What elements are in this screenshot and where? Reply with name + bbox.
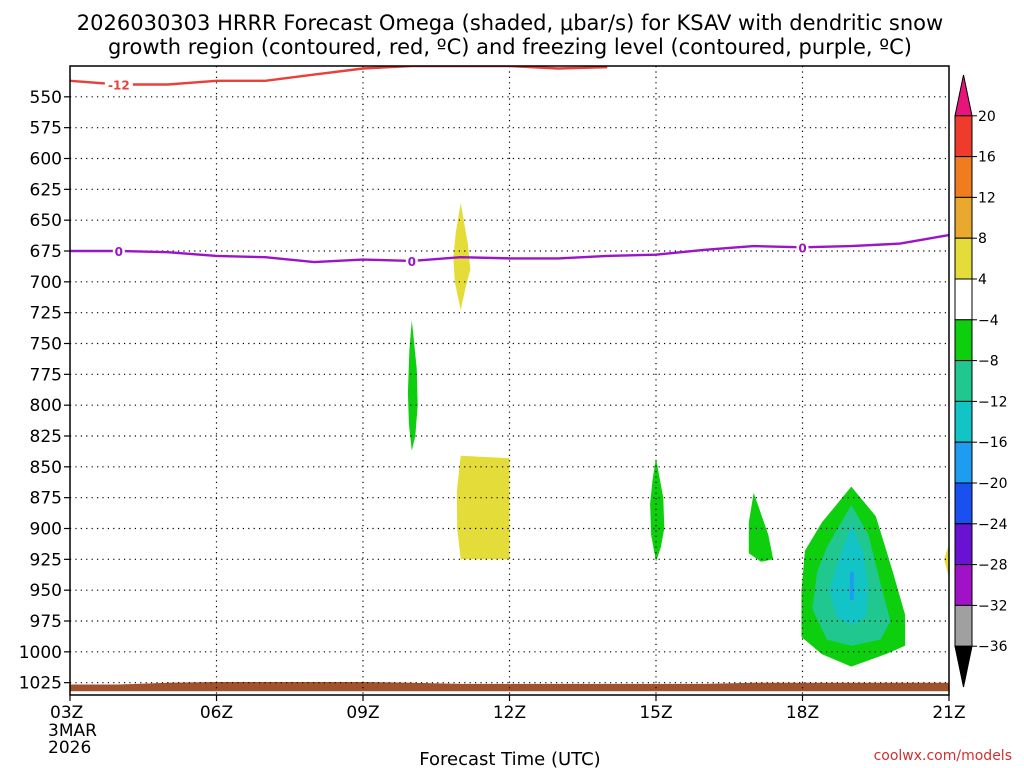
colorbar-segment (954, 523, 973, 566)
colorbar-tick-label: 12 (978, 190, 996, 206)
contour-label: 0 (408, 255, 416, 269)
omega-region-8 (849, 571, 854, 600)
x-tick-label: 21Z (932, 703, 965, 723)
x-tick-date: 3MAR (48, 721, 97, 741)
y-tick-label: 900 (30, 520, 62, 540)
omega-region-4 (748, 492, 774, 562)
y-tick-label: 975 (30, 612, 62, 632)
colorbar-segment (954, 278, 973, 321)
x-tick-label: 06Z (200, 703, 233, 723)
y-tick-label: 825 (30, 427, 62, 447)
omega-region-3 (650, 458, 665, 562)
y-tick-label: 550 (30, 88, 62, 108)
contour-lines: -12 0 0 0 (70, 66, 949, 269)
x-tick-label: 18Z (786, 703, 819, 723)
y-tick-label: 575 (30, 119, 62, 139)
chart-title-line1: 2026030303 HRRR Forecast Omega (shaded, … (77, 11, 943, 35)
terrain-fill (70, 682, 949, 692)
y-axis-ticks: 550 575 600 625 650 675 700 725 750 775 800 825 850 8… (19, 88, 70, 694)
x-tick-year: 2026 (48, 738, 91, 758)
colorbar-tick-label: −8 (978, 354, 999, 370)
colorbar-top-arrow (954, 74, 973, 117)
colorbar-segment (954, 400, 973, 443)
colorbar-segment (954, 441, 973, 484)
colorbar-tick-label: 20 (978, 109, 996, 125)
y-tick-label: 775 (30, 365, 62, 385)
colorbar-tick-label: 4 (978, 272, 987, 288)
omega-region-9 (944, 544, 949, 578)
colorbar-segment (954, 564, 973, 606)
x-tick-label: 15Z (639, 703, 672, 723)
credit-text: coolwx.com/models (874, 748, 1012, 764)
colorbar-segment (954, 482, 973, 525)
y-tick-label: 750 (30, 335, 62, 355)
y-tick-label: 925 (30, 550, 62, 570)
colorbar-tick-label: −32 (978, 598, 1008, 614)
y-tick-label: 700 (30, 273, 62, 293)
omega-shaded-regions (407, 202, 949, 667)
y-tick-label: 650 (30, 211, 62, 231)
omega-region-2 (407, 320, 418, 451)
x-tick-label: 12Z (493, 703, 526, 723)
colorbar-bottom-arrow (954, 645, 973, 688)
x-axis-label: Forecast Time (UTC) (419, 749, 600, 768)
terrain-shape (70, 682, 949, 692)
colorbar-tick-label: −20 (978, 476, 1008, 492)
colorbar-segment (954, 237, 973, 280)
y-tick-label: 675 (30, 242, 62, 262)
y-tick-label: 725 (30, 304, 62, 324)
colorbar-tick-label: −16 (978, 435, 1008, 451)
contour-label-bg (112, 244, 125, 258)
contour-dendritic-growth-region (70, 66, 608, 86)
chart-title-line2: growth region (contoured, red, ºC) and f… (108, 35, 912, 59)
colorbar-segment (954, 360, 973, 402)
colorbar-tick-label: −4 (978, 313, 999, 329)
x-tick-label: 03Z (50, 703, 83, 723)
colorbar-tick-label: −28 (978, 558, 1008, 574)
y-tick-label: 1025 (19, 674, 62, 694)
contour-label-bg (796, 240, 809, 255)
y-tick-label: 1000 (19, 643, 62, 663)
omega-region-7 (829, 524, 869, 625)
colorbar-segment (954, 319, 973, 362)
grid-lines (70, 66, 949, 695)
contour-label: 0 (798, 241, 806, 255)
colorbar: 20 16 12 8 4 −4 −8 −12 −16 −20 −24 −28 −32 −36 (954, 74, 1008, 688)
y-tick-label: 875 (30, 489, 62, 509)
x-tick-label: 09Z (346, 703, 379, 723)
colorbar-tick-label: 16 (978, 150, 996, 166)
omega-region-1 (456, 455, 510, 560)
contour-label: -12 (108, 79, 130, 93)
y-tick-label: 950 (30, 581, 62, 601)
contour-label-bg (405, 253, 418, 268)
contour-label: 0 (115, 245, 123, 259)
colorbar-segment (954, 604, 973, 647)
y-tick-label: 800 (30, 396, 62, 416)
colorbar-segment (954, 156, 973, 198)
y-tick-label: 600 (30, 150, 62, 170)
colorbar-tick-label: −36 (978, 639, 1008, 655)
y-tick-label: 625 (30, 180, 62, 200)
colorbar-tick-label: −24 (978, 517, 1008, 533)
colorbar-segment (954, 115, 973, 158)
colorbar-segment (954, 196, 973, 239)
colorbar-tick-label: −12 (978, 394, 1008, 410)
plot-frame (69, 65, 950, 696)
y-tick-label: 850 (30, 458, 62, 478)
colorbar-tick-label: 8 (978, 231, 987, 247)
contour-label-bg (104, 77, 133, 92)
